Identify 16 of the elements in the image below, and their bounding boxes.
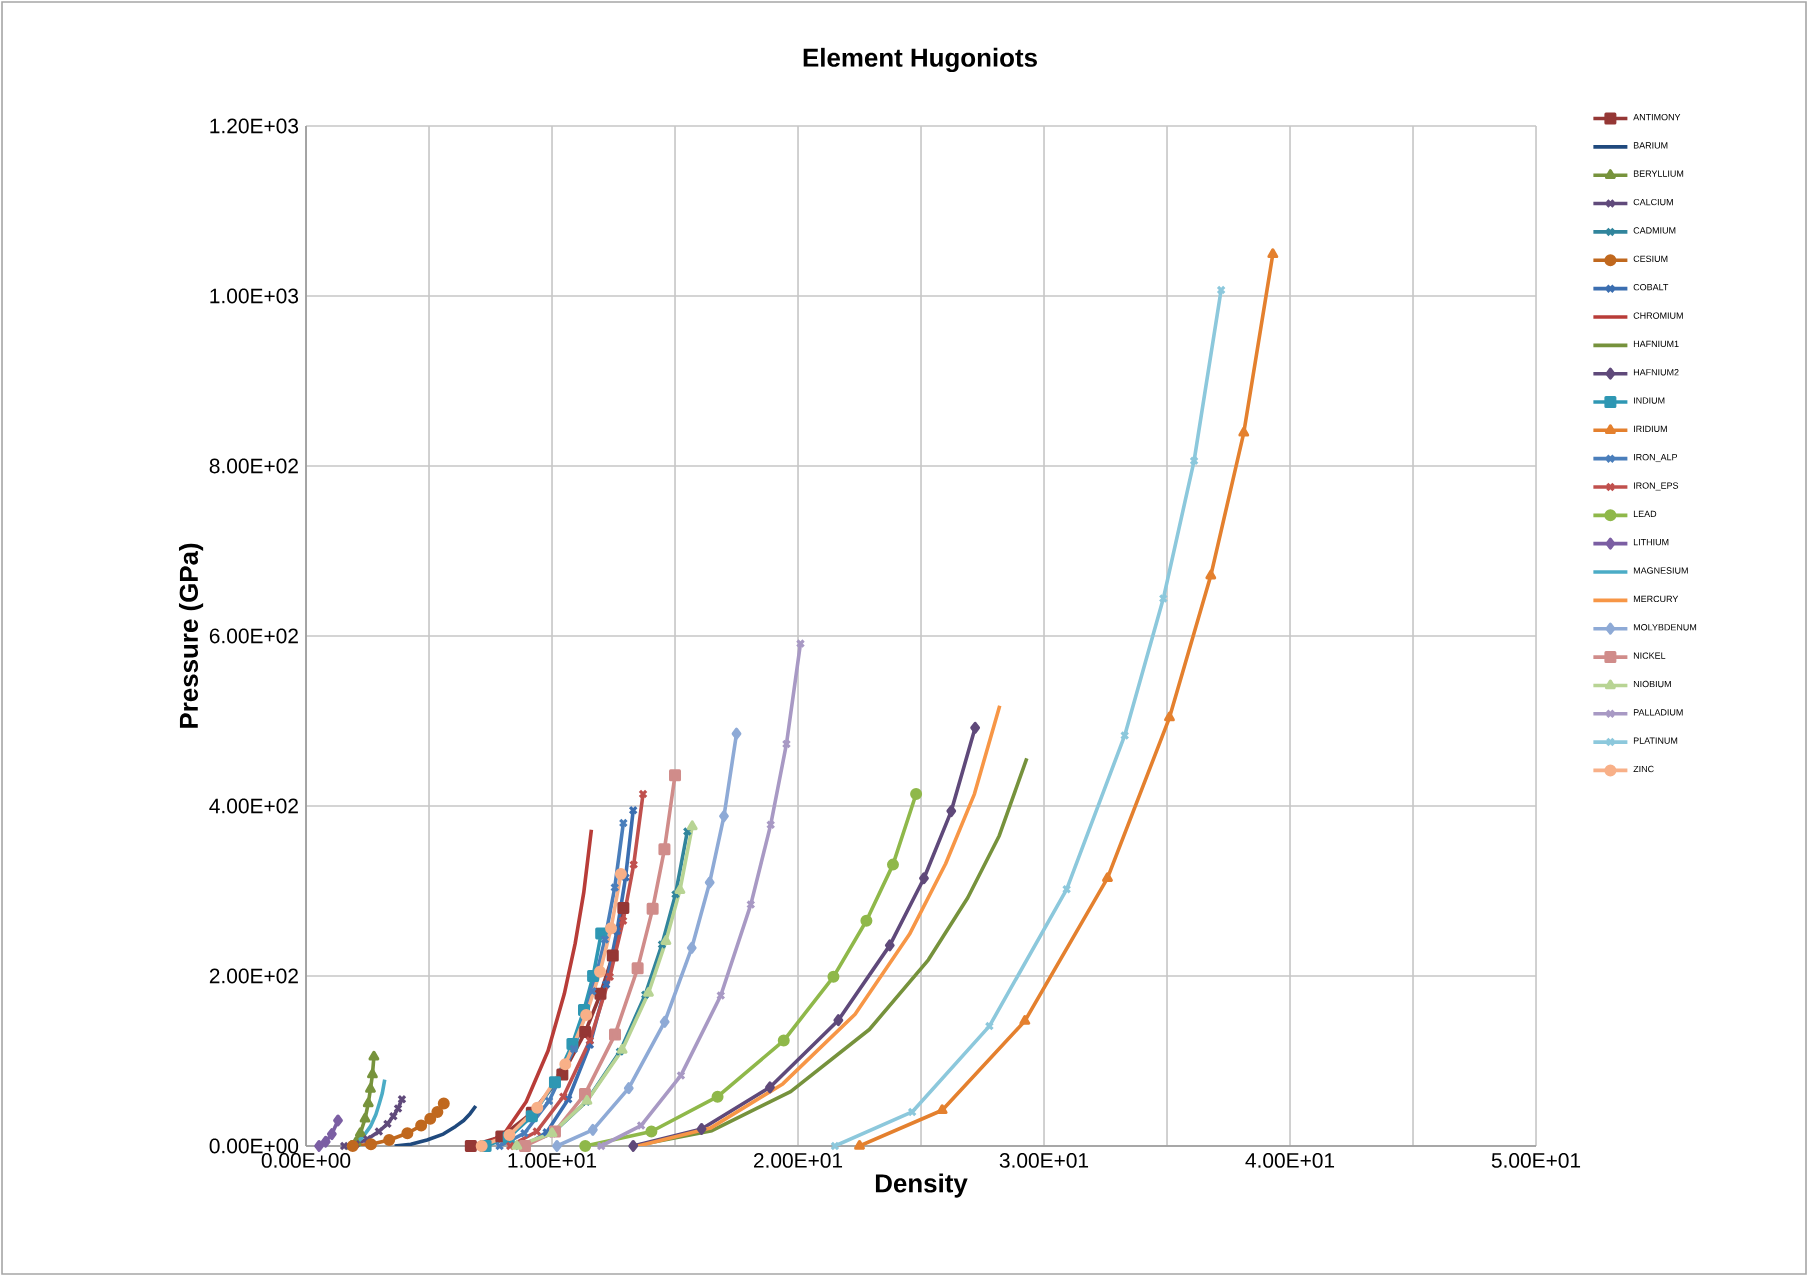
x-tick-label: 5.00E+01 (1491, 1153, 1581, 1168)
x-tick-label: 3.00E+01 (999, 1153, 1089, 1168)
y-tick-label: 1.00E+03 (210, 288, 299, 304)
y-axis-title: Pressure (GPa) (178, 543, 204, 728)
y-tick-label: 0.00E+00 (209, 1138, 299, 1154)
x-tick-label: 0.00E+00 (261, 1153, 351, 1168)
y-tick-label: 4.00E+02 (209, 798, 298, 814)
y-tick-label: 8.00E+02 (209, 458, 298, 474)
y-tick-label: 2.00E+02 (209, 968, 298, 984)
x-tick-label: 4.00E+01 (1245, 1153, 1335, 1168)
y-tick-label: 6.00E+02 (209, 628, 298, 644)
x-tick-label: 2.00E+01 (754, 1153, 843, 1168)
x-axis-title: Density (875, 1173, 968, 1198)
x-tick-label: 1.00E+01 (508, 1153, 597, 1168)
chart-title: Element Hugoniots (803, 47, 1037, 73)
y-tick-label: 1.20E+03 (210, 118, 299, 134)
